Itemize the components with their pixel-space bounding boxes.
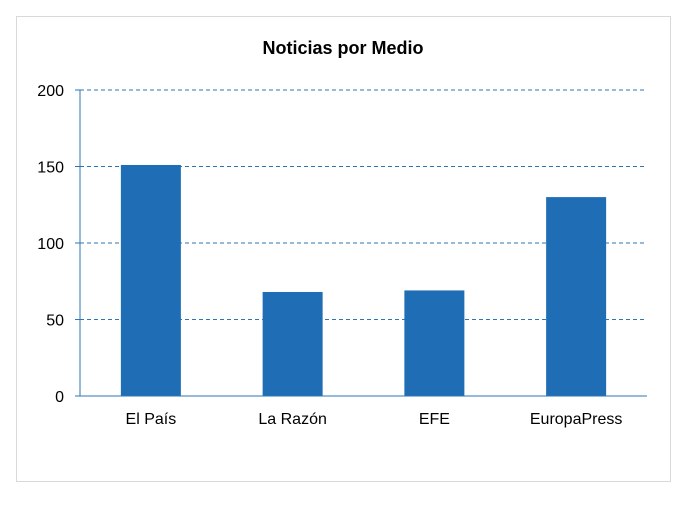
bar-2 xyxy=(262,291,323,396)
x-tick-labels: El País La Razón EFE EuropaPress xyxy=(126,411,623,428)
y-tick-labels: 0 50 100 150 200 xyxy=(37,83,64,406)
y-tick-label: 200 xyxy=(37,83,64,100)
y-tick-label: 0 xyxy=(55,389,64,406)
chart-title: Noticias por Medio xyxy=(262,38,423,58)
y-tick-label: 50 xyxy=(46,313,64,330)
x-tick-label: EuropaPress xyxy=(530,411,623,428)
y-tick-label: 100 xyxy=(37,236,64,253)
bar-3 xyxy=(404,290,465,396)
x-tick-label: El País xyxy=(126,411,177,428)
axes xyxy=(75,89,647,397)
bar-4 xyxy=(546,197,607,396)
bars xyxy=(120,164,607,396)
x-tick-label: La Razón xyxy=(258,411,327,428)
x-tick-label: EFE xyxy=(419,411,450,428)
bar-1 xyxy=(120,164,181,396)
y-tick-label: 150 xyxy=(37,160,64,177)
